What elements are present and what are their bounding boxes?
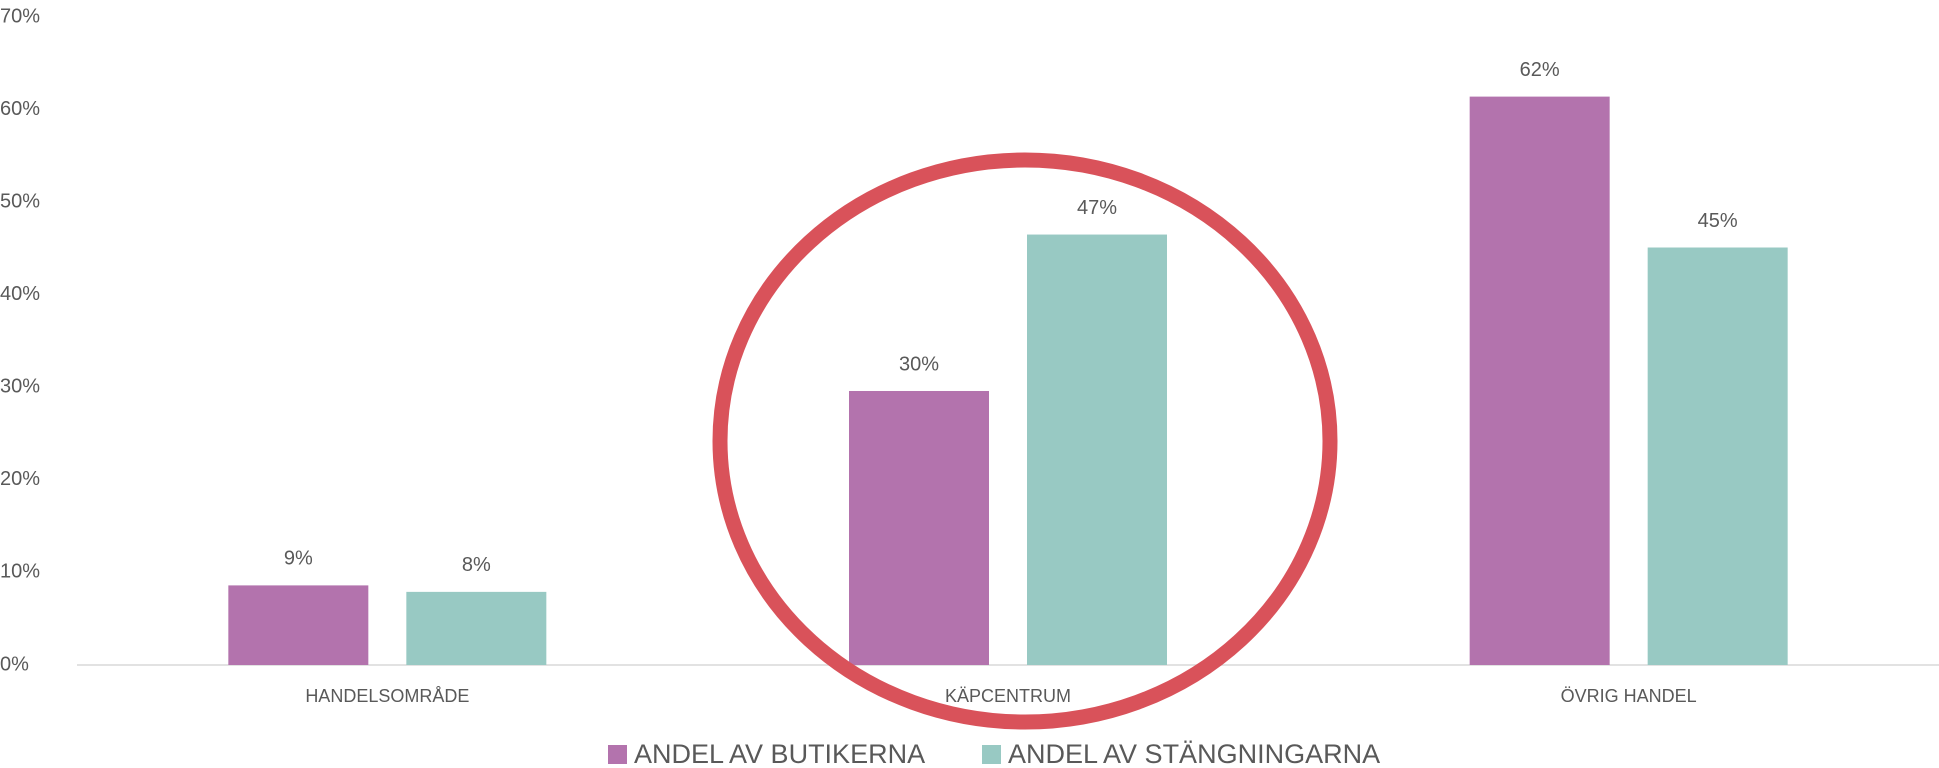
value-label: 47%: [1077, 197, 1117, 219]
y-tick-label: 70%: [0, 5, 40, 27]
bar: [849, 390, 989, 665]
legend-label: ANDEL AV BUTIKERNA: [634, 739, 925, 768]
value-label: 8%: [462, 554, 491, 576]
x-tick-label: HANDELSOMRÅDE: [305, 686, 469, 706]
legend-swatch: [982, 745, 1001, 764]
y-tick-label: 0%: [0, 653, 29, 675]
legend-swatch: [608, 745, 627, 764]
bar: [1469, 96, 1610, 665]
bar: [406, 591, 547, 665]
y-tick-label: 10%: [0, 561, 40, 583]
highlight-circle: [712, 152, 1338, 730]
y-tick-label: 40%: [0, 283, 40, 305]
x-tick-label: KÄPCENTRUM: [945, 686, 1071, 706]
value-label: 45%: [1698, 210, 1738, 232]
value-label: 30%: [899, 353, 939, 375]
bar: [228, 585, 369, 665]
x-tick-label: ÖVRIG HANDEL: [1561, 686, 1697, 706]
y-tick-label: 60%: [0, 98, 40, 120]
value-label: 62%: [1520, 59, 1560, 81]
y-tick-label: 20%: [0, 468, 40, 490]
bar: [1027, 234, 1167, 666]
bar: [1647, 247, 1788, 665]
y-tick-label: 30%: [0, 376, 40, 398]
y-tick-label: 50%: [0, 190, 40, 212]
legend-label: ANDEL AV STÄNGNINGARNA: [1008, 739, 1380, 768]
value-label: 9%: [284, 548, 313, 570]
